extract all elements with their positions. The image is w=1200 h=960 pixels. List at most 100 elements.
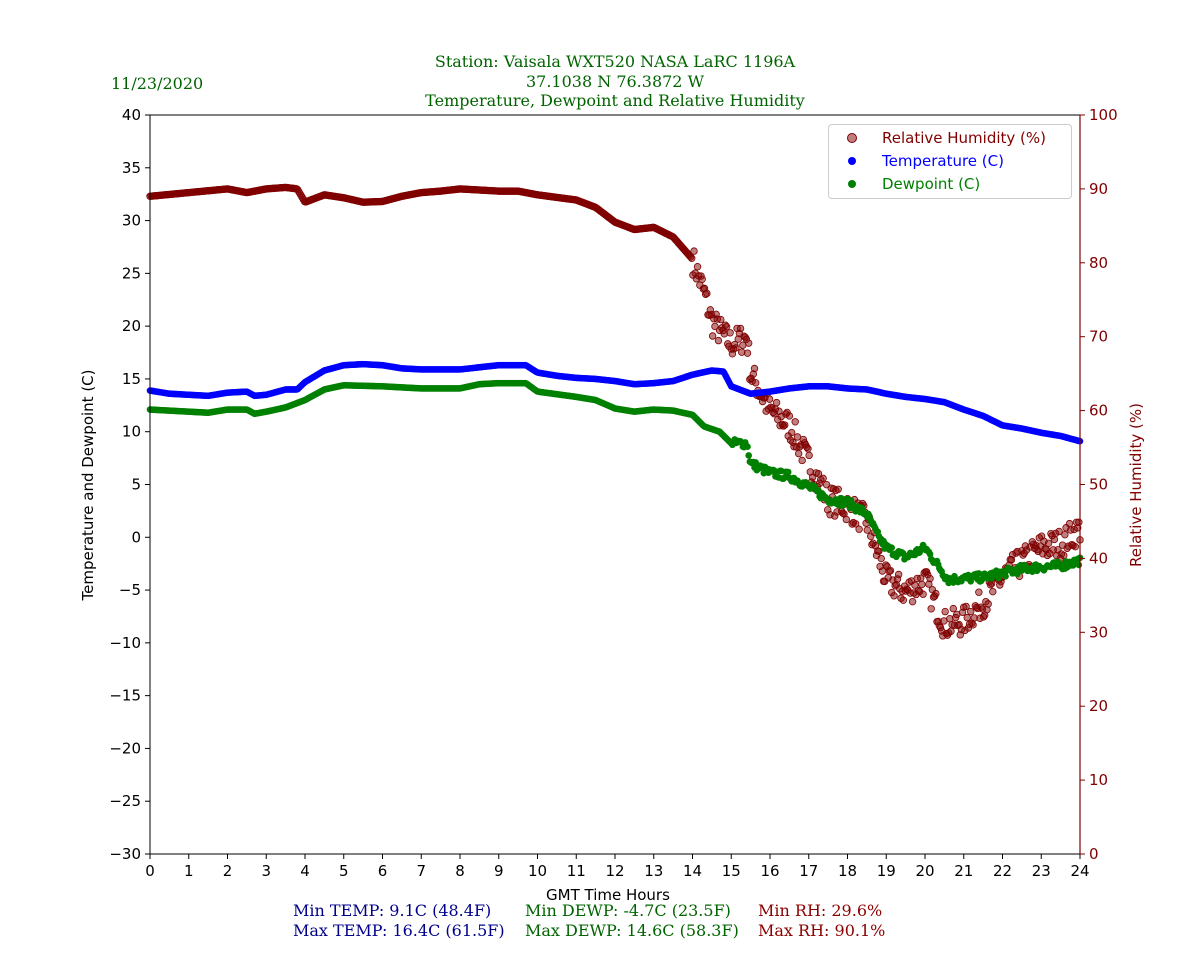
max-dewp-stat: Max DEWP: 14.6C (58.3F) — [525, 921, 739, 940]
dewp-point — [1013, 570, 1021, 578]
y-tick-label: 5 — [131, 476, 141, 494]
y2-tick-label: 50 — [1089, 476, 1108, 494]
dewp-point — [888, 544, 895, 552]
y2-tick-label: 100 — [1089, 106, 1118, 124]
rh-point — [1060, 551, 1068, 560]
rh-point — [1061, 530, 1069, 539]
max-rh-stat: Max RH: 90.1% — [758, 921, 886, 940]
min-rh-stat: Min RH: 29.6% — [758, 901, 883, 920]
y-tick-label: −10 — [109, 634, 141, 652]
rh-point — [819, 474, 827, 483]
x-tick-label: 9 — [494, 862, 504, 880]
rh-point — [1065, 519, 1074, 528]
rh-point — [927, 605, 935, 613]
x-tick-label: 1 — [184, 862, 194, 880]
rh-point — [851, 520, 860, 528]
rh-point — [1050, 535, 1059, 544]
rh-point — [736, 324, 745, 333]
rh-point — [984, 600, 992, 608]
dewp-point — [784, 468, 792, 476]
y-tick-label: 10 — [122, 423, 141, 441]
y2-tick-label: 60 — [1089, 402, 1108, 420]
rh-point — [714, 336, 723, 345]
rh-point — [785, 412, 794, 420]
rh-point — [743, 349, 752, 357]
rh-point — [863, 526, 871, 534]
rh-point — [693, 263, 702, 271]
rh-point — [941, 607, 949, 616]
dewp-point — [926, 550, 934, 558]
legend-rh-marker — [847, 133, 857, 143]
rh-point — [1075, 518, 1083, 527]
y2-tick-label: 90 — [1089, 180, 1108, 198]
rh-point — [781, 421, 789, 429]
rh-point — [875, 547, 883, 555]
rh-point — [967, 607, 975, 616]
rh-point — [918, 580, 926, 589]
rh-point — [855, 525, 863, 533]
x-tick-label: 12 — [605, 862, 624, 880]
rh-point — [805, 451, 813, 460]
rh-point — [947, 627, 955, 635]
y-tick-label: 30 — [122, 212, 141, 230]
legend-temp: Temperature (C) — [882, 152, 1004, 170]
x-tick-label: 16 — [760, 862, 779, 880]
x-tick-label: 10 — [528, 862, 547, 880]
y2-tick-label: 20 — [1089, 697, 1108, 715]
rh-point — [886, 566, 895, 575]
x-tick-label: 7 — [416, 862, 426, 880]
rh-point — [732, 344, 740, 352]
rh-point — [932, 589, 940, 598]
x-tick-label: 3 — [261, 862, 271, 880]
rh-point — [750, 364, 759, 373]
dewp-point — [1002, 573, 1009, 580]
rh-point — [703, 289, 711, 298]
dewp-point — [744, 443, 751, 450]
rh-point — [877, 554, 885, 563]
x-tick-label: 24 — [1070, 862, 1089, 880]
rh-point — [772, 398, 781, 407]
rh-point — [717, 315, 725, 324]
rh-point — [708, 332, 717, 340]
y-tick-label: 25 — [122, 264, 141, 282]
legend-rh: Relative Humidity (%) — [882, 129, 1046, 147]
y2-tick-label: 0 — [1089, 845, 1099, 863]
y-axis-label: Temperature and Dewpoint (C) — [79, 369, 97, 601]
rh-point — [765, 395, 774, 403]
x-tick-label: 19 — [877, 862, 896, 880]
rh-point — [989, 587, 997, 596]
x-tick-label: 14 — [683, 862, 702, 880]
rh-point — [911, 581, 919, 589]
x-tick-label: 2 — [223, 862, 233, 880]
x-tick-label: 6 — [378, 862, 388, 880]
rh-point — [798, 456, 806, 465]
x-tick-label: 5 — [339, 862, 349, 880]
rh-point — [788, 428, 796, 437]
legend-dewp-marker — [848, 180, 856, 188]
y-tick-label: 20 — [122, 317, 141, 335]
rh-point — [1071, 542, 1080, 551]
rh-point — [842, 515, 851, 524]
y2-tick-label: 40 — [1089, 549, 1108, 567]
rh-point — [804, 445, 812, 453]
rh-point — [919, 590, 927, 598]
x-axis-label: GMT Time Hours — [546, 886, 670, 904]
rh-point — [963, 613, 971, 622]
rh-point — [690, 247, 698, 255]
y-tick-label: 15 — [122, 370, 141, 388]
x-tick-label: 18 — [838, 862, 857, 880]
rh-point — [791, 418, 799, 426]
x-tick-label: 8 — [455, 862, 465, 880]
rh-point — [834, 485, 842, 493]
legend: Relative Humidity (%) Temperature (C) De… — [828, 124, 1072, 199]
x-tick-label: 11 — [567, 862, 586, 880]
rh-point — [975, 588, 983, 596]
rh-point — [698, 275, 706, 283]
rh-point — [726, 329, 734, 337]
y2-axis-label: Relative Humidity (%) — [1127, 403, 1145, 567]
y2-tick-label: 10 — [1089, 771, 1108, 789]
rh-point — [744, 339, 753, 347]
max-temp-stat: Max TEMP: 16.4C (61.5F) — [293, 921, 505, 940]
chart-title: Temperature, Dewpoint and Relative Humid… — [425, 91, 805, 110]
